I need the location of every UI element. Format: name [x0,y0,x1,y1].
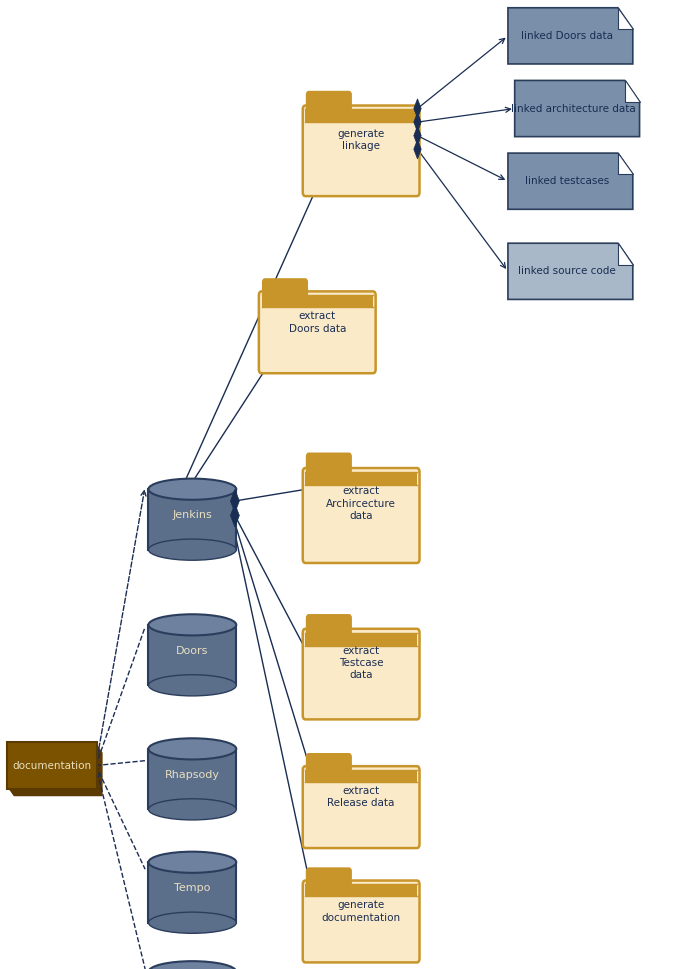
Text: documentation: documentation [12,761,92,770]
Polygon shape [414,140,421,159]
Text: extract
Doors data: extract Doors data [289,311,346,333]
Polygon shape [508,243,633,299]
FancyBboxPatch shape [305,633,417,645]
FancyBboxPatch shape [259,292,375,373]
Polygon shape [618,8,633,29]
Ellipse shape [148,738,236,760]
Text: generate
linkage: generate linkage [338,129,385,151]
Polygon shape [508,153,633,209]
FancyBboxPatch shape [263,279,307,298]
FancyBboxPatch shape [306,754,351,773]
Polygon shape [230,489,240,513]
FancyBboxPatch shape [306,92,351,112]
Polygon shape [414,112,421,132]
Polygon shape [618,243,633,265]
FancyBboxPatch shape [302,881,420,962]
Polygon shape [414,126,421,145]
Text: extract
Release data: extract Release data [327,786,395,808]
Polygon shape [624,80,639,102]
FancyBboxPatch shape [306,615,351,636]
FancyBboxPatch shape [302,629,420,719]
Ellipse shape [148,539,236,560]
Text: Doors: Doors [176,645,209,656]
Ellipse shape [148,798,236,820]
Ellipse shape [148,614,236,636]
Polygon shape [514,80,639,137]
FancyBboxPatch shape [305,109,417,122]
Text: linked testcases: linked testcases [524,176,609,186]
FancyBboxPatch shape [306,453,351,475]
Text: Jenkins: Jenkins [173,510,212,520]
Ellipse shape [148,912,236,933]
Text: linked Doors data: linked Doors data [520,31,613,41]
Text: Tempo: Tempo [174,883,211,893]
Ellipse shape [148,479,236,500]
FancyBboxPatch shape [148,749,236,809]
Ellipse shape [148,852,236,873]
Polygon shape [508,8,633,64]
Polygon shape [618,153,633,174]
Text: Rhapsody: Rhapsody [165,769,220,780]
Text: linked architecture data: linked architecture data [511,104,636,113]
FancyBboxPatch shape [261,296,373,307]
FancyBboxPatch shape [305,885,417,896]
FancyBboxPatch shape [305,770,417,782]
FancyBboxPatch shape [302,766,420,848]
FancyBboxPatch shape [305,472,417,485]
FancyBboxPatch shape [306,868,351,888]
Text: extract
Archircecture
data: extract Archircecture data [326,486,396,521]
Polygon shape [230,504,240,527]
FancyBboxPatch shape [7,742,97,789]
Polygon shape [414,99,421,118]
Text: extract
Testcase
data: extract Testcase data [339,645,383,680]
FancyBboxPatch shape [302,106,420,196]
Text: generate
documentation: generate documentation [321,900,401,922]
FancyBboxPatch shape [148,862,236,922]
Text: linked source code: linked source code [518,266,616,276]
FancyBboxPatch shape [148,489,236,549]
Ellipse shape [148,961,236,969]
FancyBboxPatch shape [302,468,420,563]
Ellipse shape [148,674,236,696]
FancyBboxPatch shape [148,625,236,685]
Polygon shape [8,744,102,796]
